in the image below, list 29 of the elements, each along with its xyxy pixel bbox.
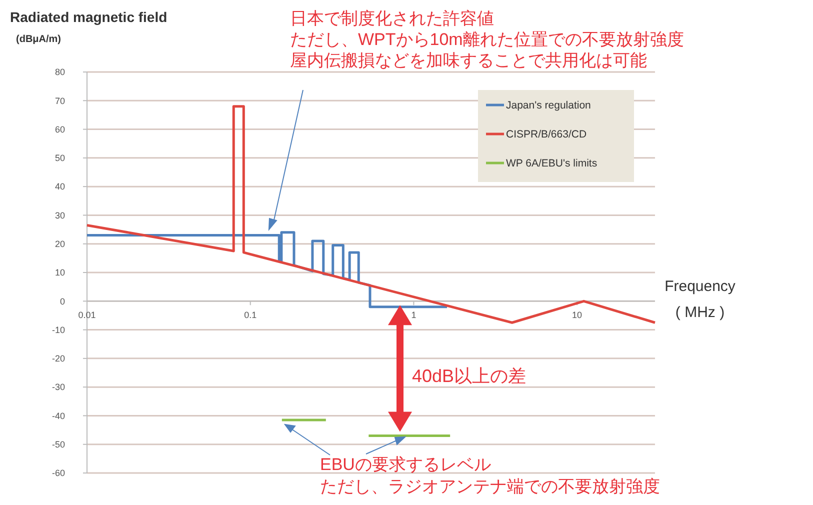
legend-label: Japan's regulation (506, 100, 592, 112)
legend-label: WP 6A/EBU's limits (506, 158, 598, 170)
text: ただし、ラジオアンテナ端での不要放射強度 (320, 477, 660, 496)
x-tick-label: 0.1 (244, 310, 257, 320)
y-tick-label: -30 (52, 382, 65, 392)
y-tick-label: 60 (54, 124, 65, 134)
y-tick-label: -50 (52, 440, 65, 450)
y-tick-label: 40 (54, 182, 65, 192)
y-tick-label: 10 (54, 268, 65, 278)
legend-label: CISPR/B/663/CD (506, 128, 587, 141)
annotation: EBUの要求するレベル (320, 455, 491, 474)
y-tick-label: 30 (54, 210, 65, 220)
annotation: 40dB以上の差 (412, 366, 526, 386)
y-tick-label: 80 (54, 67, 65, 78)
x-tick-label: 1 (411, 310, 416, 320)
y-tick-label: -60 (52, 468, 65, 478)
y-tick-label: -20 (52, 354, 65, 364)
text: 日本で制度化された許容値 (290, 9, 494, 28)
y-tick-label: 20 (54, 239, 65, 250)
text: ただし、WPTから10m離れた位置での不要放射強度 (290, 30, 684, 49)
y-tick-label: 0 (60, 296, 65, 306)
y-tick-label: -10 (52, 324, 65, 335)
y-tick-label: -40 (52, 410, 65, 421)
x-tick-label: 10 (572, 310, 582, 320)
x-tick-label: 0.01 (78, 310, 96, 320)
y-tick-label: 70 (54, 96, 65, 106)
x-axis-title: Frequency ( MHz ) (664, 278, 736, 322)
y-tick-label: 50 (54, 153, 65, 164)
annotation: 屋内伝搬損などを加味することで共用化は可能 (290, 51, 647, 70)
